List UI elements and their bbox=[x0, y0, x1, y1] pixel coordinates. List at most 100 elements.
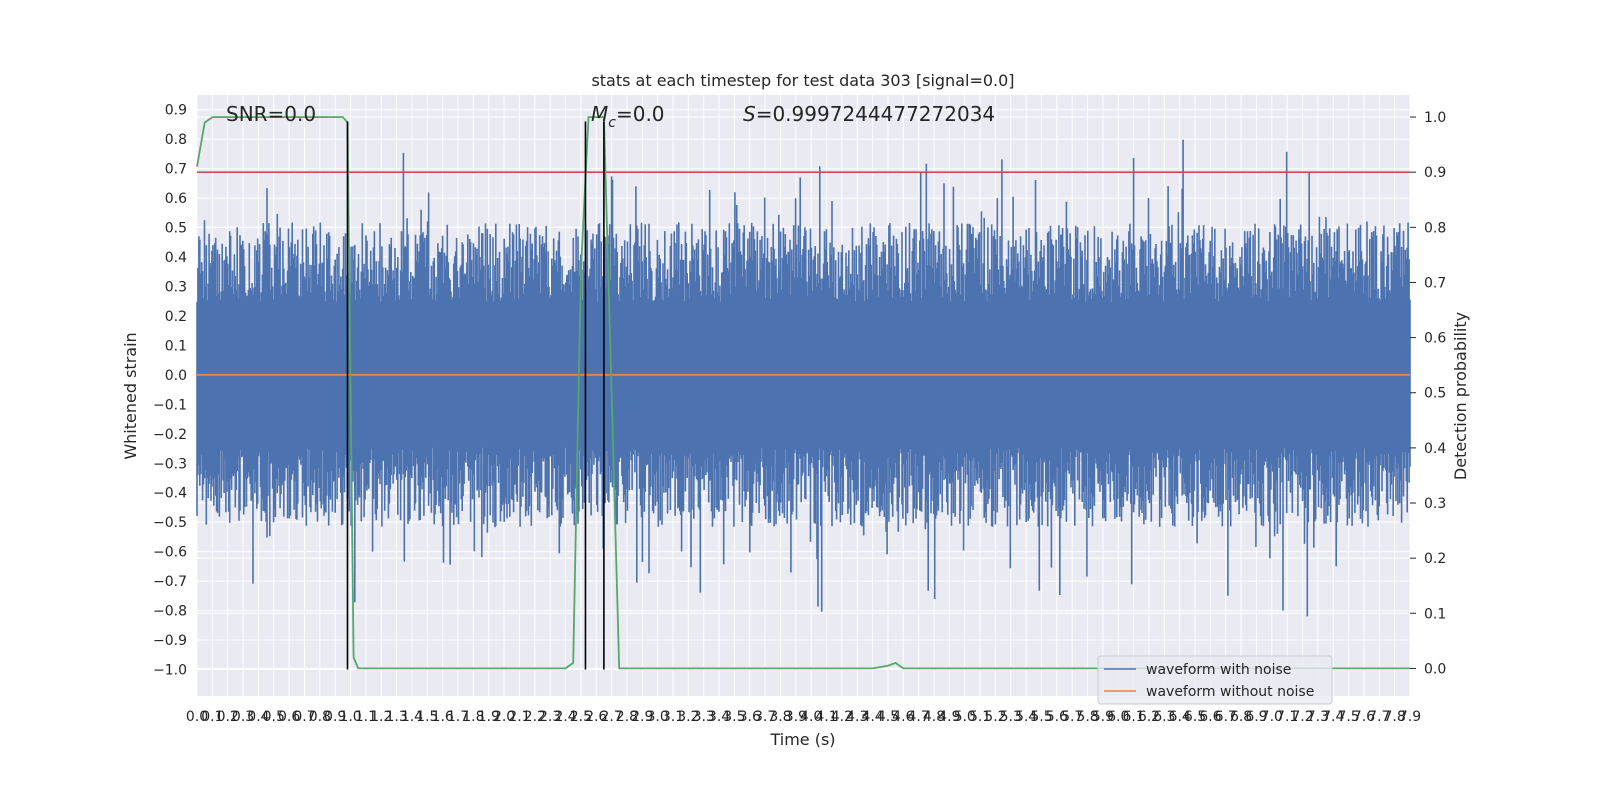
x-tick-label: 0.6 bbox=[278, 709, 300, 725]
x-tick-label: 6.4 bbox=[1169, 709, 1191, 725]
x-tick-label: 5.5 bbox=[1030, 709, 1052, 725]
x-tick-label: 7.6 bbox=[1353, 709, 1375, 725]
series-lines bbox=[196, 116, 1410, 670]
x-tick-label: 1.3 bbox=[385, 709, 407, 725]
x-tick-label: 4.6 bbox=[892, 709, 914, 725]
y-tick-label-left: 0.0 bbox=[165, 368, 187, 384]
x-tick-label: 0.4 bbox=[247, 709, 269, 725]
x-tick-label: 4.5 bbox=[877, 709, 899, 725]
x-tick-label: 5.8 bbox=[1076, 709, 1098, 725]
x-tick-label: 1.7 bbox=[447, 709, 469, 725]
x-tick-label: 2.3 bbox=[539, 709, 561, 725]
y-tick-label-right: 0.6 bbox=[1424, 331, 1446, 347]
x-tick-label: 7.1 bbox=[1276, 709, 1298, 725]
x-tick-label: 4.7 bbox=[908, 709, 930, 725]
x-tick-label: 2.0 bbox=[493, 709, 515, 725]
y-tick-label-left: −0.1 bbox=[153, 397, 187, 413]
y-tick-label-left: −0.4 bbox=[153, 486, 187, 502]
y-tick-label-left: 0.9 bbox=[165, 103, 187, 119]
mc-symbol: M bbox=[591, 102, 608, 126]
legend-label-noise: waveform with noise bbox=[1146, 662, 1291, 678]
mc-value: =0.0 bbox=[616, 102, 665, 126]
y-tick-label-left: 0.5 bbox=[165, 221, 187, 237]
y-tick-label-left: 0.6 bbox=[165, 191, 187, 207]
x-tick-label: 0.3 bbox=[232, 709, 254, 725]
s-symbol: S bbox=[743, 102, 756, 126]
x-tick-label: 7.5 bbox=[1337, 709, 1359, 725]
y-tick-label-left: −0.6 bbox=[153, 545, 187, 561]
y-tick-label-right: 0.4 bbox=[1424, 441, 1446, 457]
x-tick-label: 0.0 bbox=[186, 709, 208, 725]
x-tick-label: 7.0 bbox=[1261, 709, 1283, 725]
x-tick-label: 3.9 bbox=[785, 709, 807, 725]
y-tick-label-left: 0.4 bbox=[165, 250, 187, 266]
x-tick-label: 3.3 bbox=[693, 709, 715, 725]
y-tick-label-left: −0.7 bbox=[153, 574, 187, 590]
y-tick-label-left: 0.7 bbox=[165, 162, 187, 178]
x-tick-label: 2.1 bbox=[508, 709, 530, 725]
y-tick-label-right: 1.0 bbox=[1424, 110, 1446, 126]
y-tick-label-right: 0.3 bbox=[1424, 496, 1446, 512]
s-value: =0.9997244477272034 bbox=[756, 102, 995, 126]
x-tick-label: 6.2 bbox=[1138, 709, 1160, 725]
x-tick-label: 5.6 bbox=[1046, 709, 1068, 725]
y-axis-label-right: Detection probability bbox=[1451, 312, 1470, 480]
x-tick-label: 3.1 bbox=[662, 709, 684, 725]
x-tick-label: 4.2 bbox=[831, 709, 853, 725]
y-tick-label-left: −1.0 bbox=[153, 662, 187, 678]
legend-box bbox=[1097, 655, 1333, 705]
x-tick-label: 4.3 bbox=[846, 709, 868, 725]
y-tick-label-right: 0.7 bbox=[1424, 275, 1446, 291]
x-tick-label: 0.8 bbox=[309, 709, 331, 725]
x-tick-label: 6.9 bbox=[1245, 709, 1267, 725]
x-tick-label: 2.5 bbox=[570, 709, 592, 725]
mc-subscript: c bbox=[608, 115, 616, 131]
x-tick-label: 6.3 bbox=[1153, 709, 1175, 725]
x-tick-label: 2.4 bbox=[554, 709, 576, 725]
x-tick-label: 1.1 bbox=[355, 709, 377, 725]
x-tick-label: 3.8 bbox=[769, 709, 791, 725]
x-tick-label: 4.9 bbox=[938, 709, 960, 725]
x-tick-label: 0.9 bbox=[324, 709, 346, 725]
x-tick-label: 2.2 bbox=[524, 709, 546, 725]
y-tick-label-left: 0.3 bbox=[165, 279, 187, 295]
x-tick-label: 5.2 bbox=[984, 709, 1006, 725]
x-tick-label: 0.2 bbox=[217, 709, 239, 725]
x-tick-label: 1.4 bbox=[401, 709, 423, 725]
x-tick-label: 1.8 bbox=[462, 709, 484, 725]
x-tick-label: 3.5 bbox=[723, 709, 745, 725]
x-tick-label: 1.5 bbox=[416, 709, 438, 725]
y-tick-label-right: 0.9 bbox=[1424, 165, 1446, 181]
x-tick-label: 6.5 bbox=[1184, 709, 1206, 725]
x-tick-label: 3.0 bbox=[647, 709, 669, 725]
x-tick-label: 0.7 bbox=[293, 709, 315, 725]
y-tick-label-right: 0.0 bbox=[1424, 661, 1446, 677]
x-tick-label: 1.2 bbox=[370, 709, 392, 725]
x-tick-label: 1.6 bbox=[432, 709, 454, 725]
y-tick-label-left: 0.2 bbox=[165, 309, 187, 325]
y-tick-label-right: 0.1 bbox=[1424, 606, 1446, 622]
legend: waveform with noise waveform without noi… bbox=[1097, 655, 1333, 705]
x-tick-label: 0.1 bbox=[201, 709, 223, 725]
axis-ticks: 0.00.10.20.30.40.50.60.70.80.91.01.11.21… bbox=[153, 103, 1446, 725]
x-tick-label: 6.0 bbox=[1107, 709, 1129, 725]
y-tick-label-left: 0.1 bbox=[165, 338, 187, 354]
y-tick-label-left: −0.8 bbox=[153, 604, 187, 620]
x-tick-label: 3.4 bbox=[708, 709, 730, 725]
y-tick-label-right: 0.5 bbox=[1424, 386, 1446, 402]
x-tick-label: 6.1 bbox=[1122, 709, 1144, 725]
x-tick-label: 4.0 bbox=[800, 709, 822, 725]
x-tick-label: 2.8 bbox=[616, 709, 638, 725]
x-tick-label: 6.8 bbox=[1230, 709, 1252, 725]
chart-title: stats at each timestep for test data 303… bbox=[591, 71, 1014, 90]
y-axis-label-left: Whitened strain bbox=[121, 332, 140, 459]
x-tick-label: 4.8 bbox=[923, 709, 945, 725]
x-tick-label: 6.6 bbox=[1199, 709, 1221, 725]
x-tick-label: 1.9 bbox=[478, 709, 500, 725]
x-tick-label: 7.3 bbox=[1307, 709, 1329, 725]
x-tick-label: 2.9 bbox=[631, 709, 653, 725]
y-tick-label-left: 0.8 bbox=[165, 132, 187, 148]
x-tick-label: 7.2 bbox=[1291, 709, 1313, 725]
